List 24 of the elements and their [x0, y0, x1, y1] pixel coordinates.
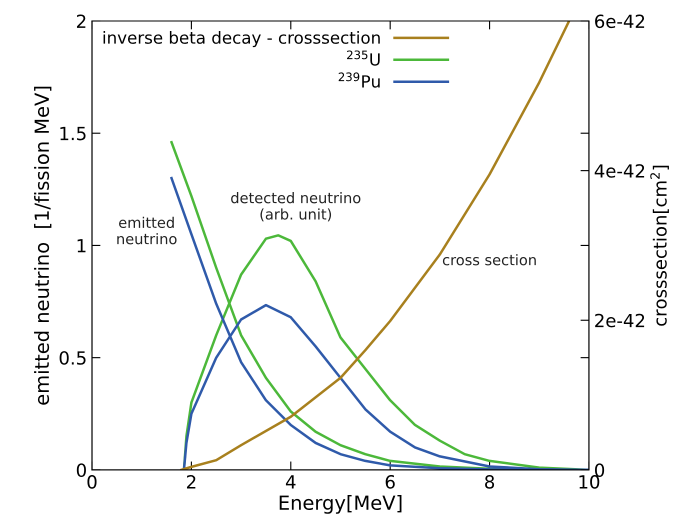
annotation: emitted neutrino [117, 216, 177, 244]
legend-label: $^{239}$Pu [338, 72, 380, 88]
y-tick-label: 0 [76, 463, 86, 477]
x-tick-label: 4 [286, 475, 296, 488]
y2-tick-label: 6e-42 [595, 14, 644, 28]
y-tick-label: 1 [78, 239, 86, 252]
y2-tick-label: 0 [595, 463, 604, 477]
x-tick-label: 0 [87, 475, 97, 489]
x-axis-title: Energy[MeV] [280, 494, 402, 514]
legend-label: $^{235}$U [347, 50, 380, 66]
y2-axis-title: crosssection[cm$^{2}$] [650, 166, 669, 326]
x-tick-label: 10 [579, 475, 600, 489]
x-tick-label: 2 [186, 475, 196, 488]
y-tick-label: 1.5 [60, 126, 86, 140]
x-tick-label: 6 [386, 475, 395, 489]
annotation: detected neutrino (arb. unit) [231, 192, 360, 222]
y-tick-label: 2 [76, 14, 86, 28]
y2-tick-label: 2e-42 [595, 314, 644, 328]
annotation: cross section [442, 254, 536, 266]
x-tick-label: 8 [485, 475, 494, 489]
y-tick-label: 0.5 [60, 351, 86, 365]
legend-label: inverse beta decay - crosssection [104, 31, 380, 48]
y-axis-title: emitted neutrino [1/fission MeV] [34, 86, 52, 405]
y2-tick-label: 4e-42 [594, 164, 644, 178]
